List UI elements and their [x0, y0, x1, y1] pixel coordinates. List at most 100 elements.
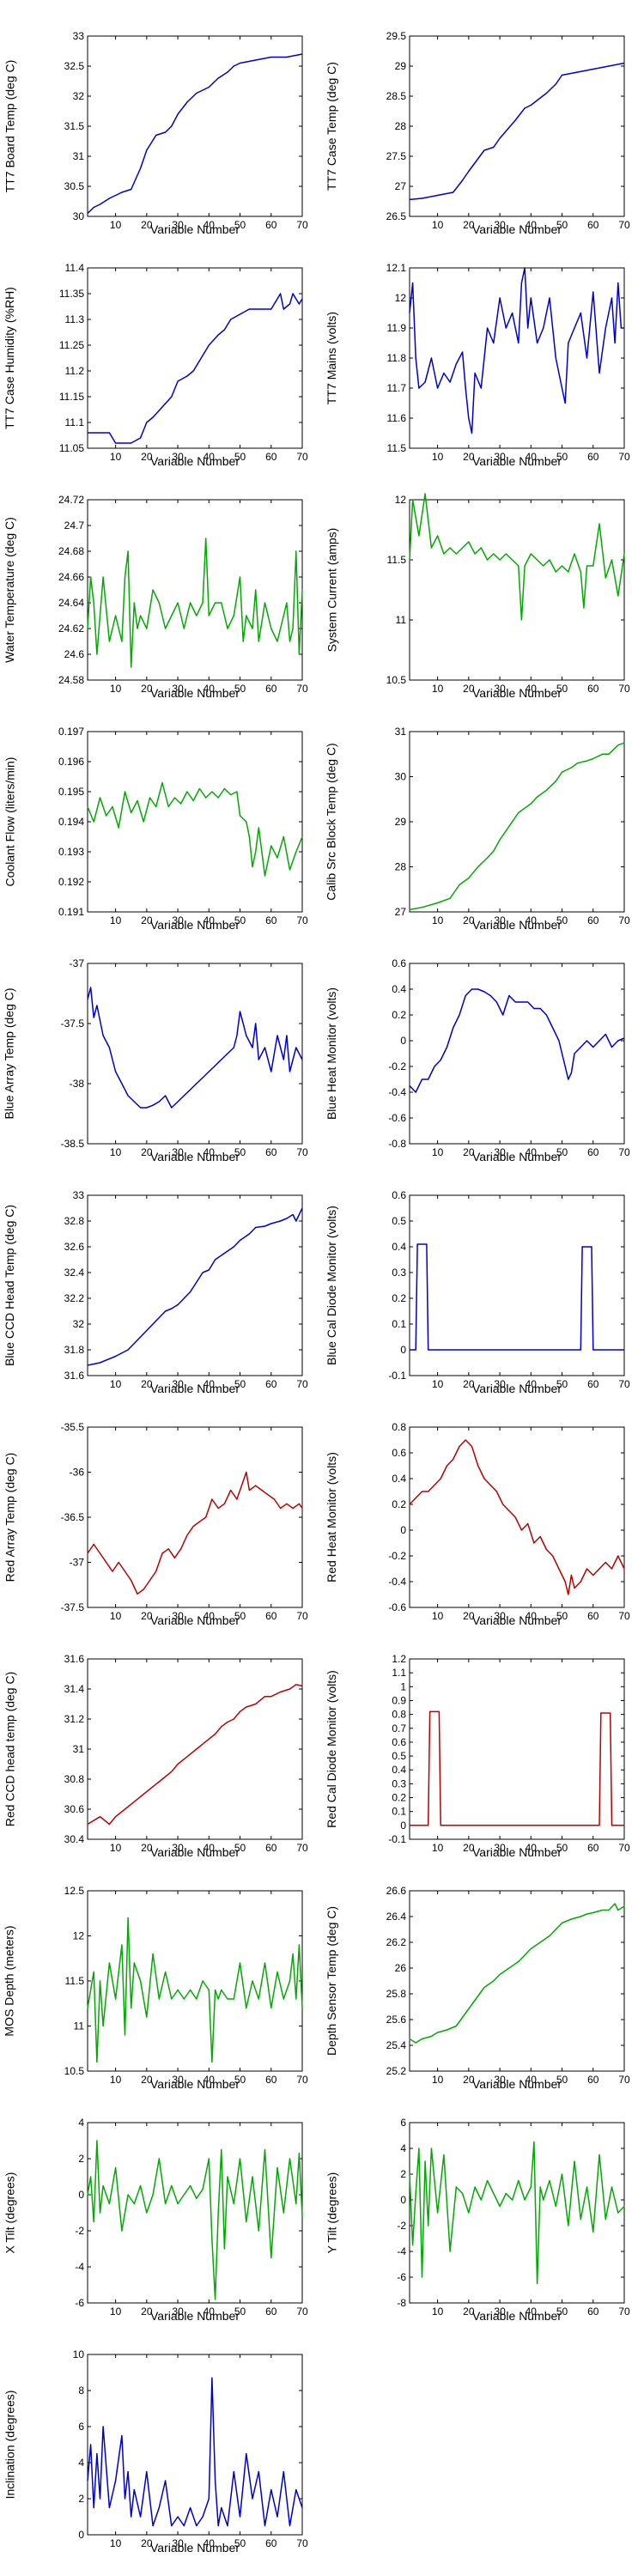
data-point: [270, 2257, 272, 2259]
x-tick-label: 30: [172, 2537, 184, 2549]
data-point: [261, 1489, 263, 1492]
data-point: [301, 835, 303, 838]
y-tick-label: 0.194: [58, 816, 84, 828]
data-point: [552, 1027, 554, 1029]
data-point: [600, 1712, 602, 1714]
data-point: [217, 2524, 219, 2527]
y-tick-label: -0.2: [388, 1060, 406, 1072]
y-tick-label: -36: [70, 1467, 85, 1479]
data-point: [196, 2524, 197, 2527]
data-point: [108, 1823, 110, 1826]
series-line: [410, 1243, 624, 1351]
data-point: [409, 2173, 410, 2175]
data-point: [426, 1243, 428, 1245]
data-point: [205, 1516, 207, 1518]
x-tick-label: 20: [141, 219, 153, 231]
data-point: [512, 2199, 513, 2201]
data-point: [267, 1494, 269, 1496]
y-tick-label: 0.1: [392, 1806, 406, 1818]
data-point: [167, 1548, 169, 1550]
data-point: [186, 1756, 188, 1758]
data-point: [96, 432, 98, 434]
data-point: [530, 1947, 532, 1950]
axes-box: [409, 499, 625, 681]
panel-calib-src-block-temp-deg-c: 10 20 30 40 50 60 70 27 28 29 30 31 Calib Src Block …: [322, 706, 644, 938]
x-tick-label: 20: [463, 2074, 475, 2086]
data-point: [530, 297, 532, 299]
x-axis-label: Variable Number: [149, 222, 240, 236]
data-point: [586, 2186, 588, 2188]
data-point: [255, 59, 257, 61]
data-point: [143, 821, 144, 823]
data-point: [418, 535, 420, 537]
chart-tt7-mains-volts: 10 20 30 40 50 60 70 11.5 11.6 11.7 11.8 11.9 12 12.1: [386, 262, 630, 463]
x-tick-label: 60: [265, 2306, 277, 2318]
x-tick-label: 20: [463, 451, 475, 463]
y-tick-label: 25.2: [386, 2065, 407, 2077]
data-point: [527, 327, 529, 329]
panel-x-tilt-degrees: 10 20 30 40 50 60 70 -6 -4 -2 0 2 4 X Tilt (degrees) V…: [0, 2097, 322, 2329]
y-tick-label: 1: [400, 1680, 406, 1692]
x-tick-label: 50: [234, 451, 246, 463]
data-point: [301, 1207, 303, 1209]
panel-tt7-mains-volts: 10 20 30 40 50 60 70 11.5 11.6 11.7 11.8 11.9 12 12.1…: [322, 242, 644, 474]
data-point: [608, 65, 610, 67]
x-tick-label: 30: [172, 1842, 184, 1854]
data-point: [221, 1059, 222, 1060]
data-point: [424, 2160, 426, 2162]
y-tick-label: -0.8: [388, 1138, 406, 1150]
y-tick-label: 26: [395, 1962, 407, 1974]
data-point: [468, 417, 470, 419]
data-point: [208, 2498, 210, 2500]
x-tick-label: 60: [587, 219, 599, 231]
data-point: [617, 595, 619, 597]
data-point: [443, 2154, 445, 2156]
x-tick-label: 10: [110, 219, 122, 231]
y-tick-label: -37.5: [61, 1601, 85, 1613]
x-tick-label: 50: [556, 1378, 568, 1390]
y-axis-label-text: Water Temperature (deg C): [3, 517, 16, 663]
x-axis-label: Variable Number: [149, 2077, 240, 2091]
axes-box: [87, 499, 303, 681]
data-point: [577, 71, 579, 73]
data-point: [149, 1579, 151, 1582]
x-axis-label: Variable Number: [471, 222, 562, 236]
data-point: [283, 835, 284, 838]
y-tick-label: 0.7: [392, 1722, 406, 1735]
data-point: [474, 1999, 476, 2002]
data-point: [598, 1040, 600, 1042]
y-tick-label: 30.6: [64, 1803, 85, 1815]
data-point: [298, 653, 300, 655]
data-point: [190, 1291, 191, 1293]
data-point: [87, 1552, 88, 1554]
x-tick-label: 60: [587, 1610, 599, 1622]
data-point: [140, 1107, 142, 1109]
y-tick-label: -37.5: [61, 1018, 85, 1030]
data-point: [430, 2035, 432, 2038]
y-tick-label: 28.5: [386, 90, 407, 102]
data-point: [623, 327, 625, 329]
data-point: [289, 1071, 291, 1072]
data-point: [165, 1971, 167, 1973]
x-tick-label: 30: [494, 2306, 506, 2318]
x-tick-label: 50: [556, 683, 568, 695]
data-point: [514, 1516, 516, 1518]
data-point: [108, 1962, 110, 1964]
y-tick-label: 24.6: [64, 648, 85, 660]
data-point: [483, 149, 485, 151]
data-point: [545, 789, 547, 791]
data-point: [202, 2189, 204, 2190]
data-point: [140, 2516, 142, 2518]
data-point: [208, 344, 210, 346]
y-axis-label-text: Blue CCD Head Temp (deg C): [3, 1204, 17, 1367]
y-tick-label: 11: [396, 614, 407, 626]
x-tick-label: 50: [234, 683, 246, 695]
data-point: [437, 387, 439, 389]
data-point: [276, 1035, 278, 1036]
data-point: [161, 406, 163, 408]
data-point: [605, 1561, 606, 1564]
data-point: [295, 1684, 297, 1686]
y-tick-label: 0.2: [392, 1792, 406, 1804]
data-point: [133, 1962, 135, 1964]
data-point: [115, 1816, 117, 1818]
